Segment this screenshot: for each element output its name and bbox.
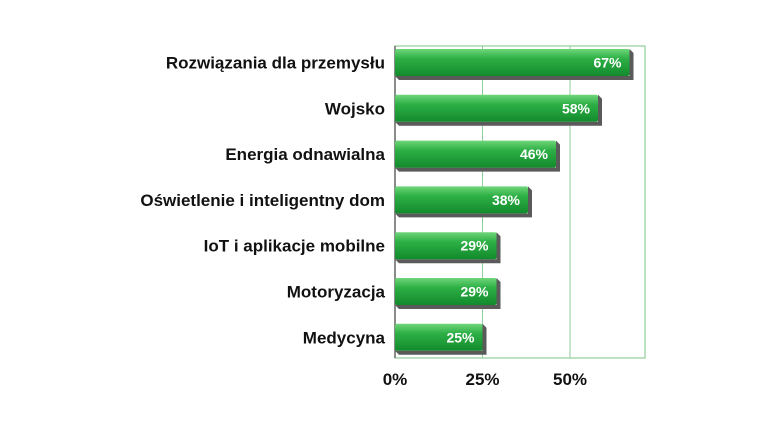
category-label: Motoryzacja [287, 283, 386, 302]
bar [395, 94, 602, 126]
bar [395, 323, 487, 355]
bar-body [395, 94, 598, 122]
bar-shadow [395, 140, 560, 172]
category-label: Rozwiązania dla przemysłu [166, 54, 385, 73]
value-label: 25% [446, 329, 475, 345]
bar [395, 186, 532, 218]
x-axis-tick-labels: 0% 25% 50% [383, 370, 587, 389]
category-labels: Rozwiązania dla przemysłu Wojsko Energia o… [140, 54, 385, 348]
bar-shadow [395, 323, 487, 355]
bar-series [395, 49, 634, 355]
bar [395, 140, 560, 172]
x-tick-label: 25% [465, 370, 499, 389]
bar [395, 49, 634, 80]
x-tick-label: 0% [383, 370, 408, 389]
value-label: 67% [593, 55, 622, 71]
category-label: IoT i aplikacje mobilne [204, 237, 385, 256]
value-label: 58% [562, 100, 591, 116]
value-label: 29% [460, 238, 489, 254]
category-label: Medycyna [303, 328, 386, 347]
bar-body [395, 140, 556, 168]
value-label: 38% [492, 192, 521, 208]
value-label: 29% [460, 284, 489, 300]
bar-shadow [395, 94, 602, 126]
bar-shadow [395, 278, 501, 309]
x-tick-label: 50% [553, 370, 587, 389]
bar [395, 232, 501, 264]
value-label: 46% [520, 146, 549, 162]
bar-body [395, 323, 483, 351]
bar-shadow [395, 232, 501, 264]
category-label: Energia odnawialna [225, 145, 385, 164]
bar-body [395, 49, 630, 76]
category-label: Oświetlenie i inteligentny dom [140, 191, 385, 210]
bar [395, 278, 501, 309]
bar-body [395, 278, 497, 305]
category-label: Wojsko [325, 99, 385, 118]
bar-shadow [395, 186, 532, 218]
bar-body [395, 186, 528, 214]
value-labels: 67% 58% 46% 38% 29% 29% 25% [446, 55, 622, 346]
bar-shadow [395, 49, 634, 80]
bar-body [395, 232, 497, 260]
